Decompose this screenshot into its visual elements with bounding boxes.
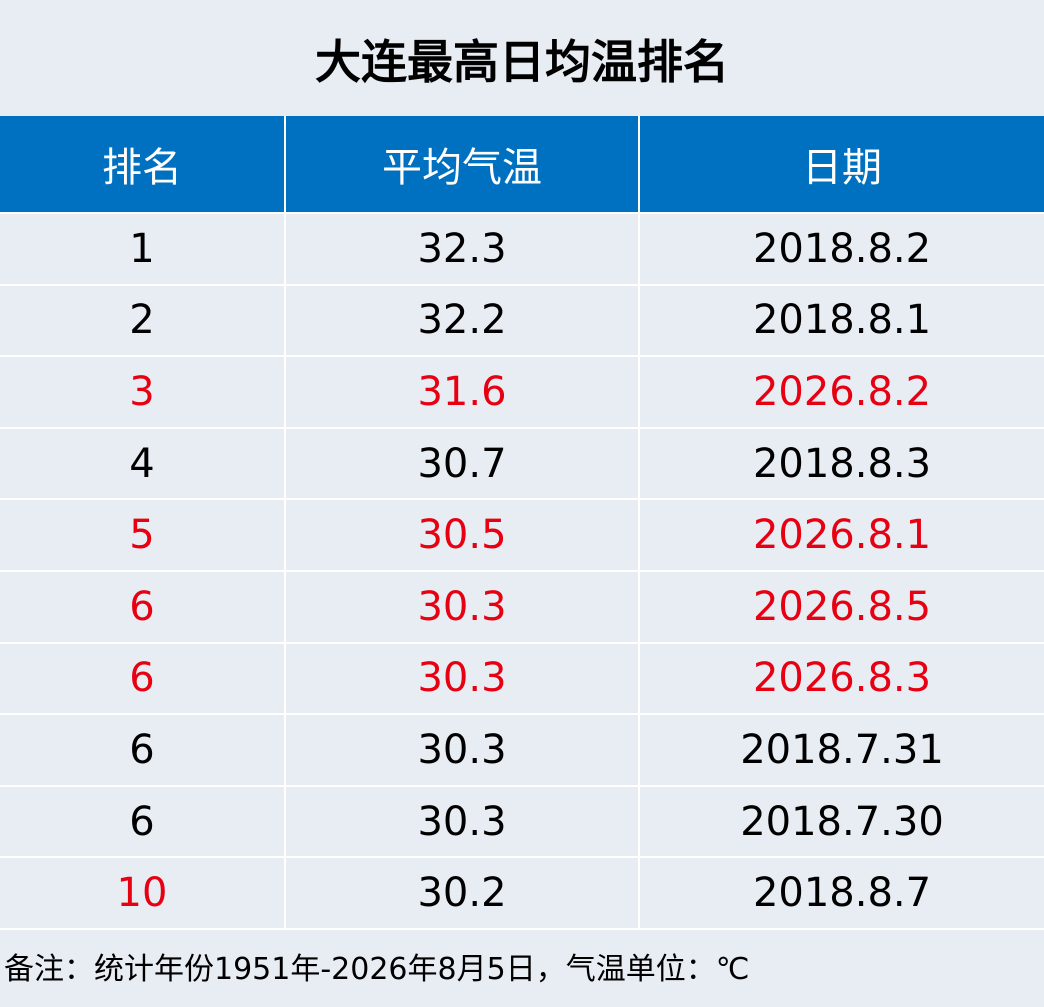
header-cell: 排名 [0,116,286,212]
table-cell: 30.2 [286,858,640,928]
table-cell: 30.5 [286,500,640,570]
table-row: 2 32.2 2018.8.1 [0,285,1044,358]
table-cell: 2026.8.1 [752,512,932,559]
table-row: 6 30.3 2026.8.5 [0,571,1044,644]
table-cell: 6 [0,571,286,642]
table-cell: 1 [0,214,286,284]
table-cell: 6 [0,643,286,714]
table-cell: 32.2 [286,285,640,356]
table-row: 4 30.7 2018.8.3 [0,428,1044,501]
table-cell: 2018.7.31 [740,726,944,773]
table-title: 大连最高日均温排名 [315,35,729,89]
table-row: 1 32.3 2018.8.2 [0,214,1044,286]
table-cell: 2018.8.7 [752,870,932,917]
header-row: 排名 平均气温 日期 [0,116,1044,214]
table-cell: 2026.8.3 [752,655,932,702]
table-cell: 30.3 [286,571,640,642]
table-row: 10 30.2 2018.8.7 [0,858,1044,930]
header-cell: 平均气温 [286,116,640,212]
table-cell: 5 [0,500,286,570]
table-cell: 4 [0,428,286,499]
table-cell: 32.3 [286,214,640,284]
table-cell: 30.7 [286,428,640,499]
table-cell: 6 [0,786,286,857]
table: 排名 平均气温 日期 1 32.3 2018.8.2 2 32.2 2018.8.1 3 31.6 2… [0,116,1044,930]
table-cell: 31.6 [286,357,640,427]
table-row: 6 30.3 2018.7.31 [0,715,1044,787]
table-cell: 3 [0,357,286,427]
table-cell: 2026.8.5 [752,583,932,630]
table-cell: 2018.8.3 [752,440,932,487]
table-cell: 30.3 [286,643,640,714]
table-cell: 2 [0,285,286,356]
table-row: 3 31.6 2026.8.2 [0,357,1044,429]
table-cell: 2026.8.2 [752,368,932,415]
table-cell: 2018.7.30 [740,798,944,845]
footnote: 备注：统计年份1951年-2026年8月5日，气温单位：℃ [4,952,750,987]
table-row: 6 30.3 2018.7.30 [0,786,1044,859]
table-cell: 30.3 [286,786,640,857]
table-cell: 10 [0,858,286,928]
table-cell: 6 [0,715,286,785]
table-cell: 30.3 [286,715,640,785]
header-cell: 日期 [802,145,882,191]
table-row: 5 30.5 2026.8.1 [0,500,1044,572]
table-row: 6 30.3 2026.8.3 [0,643,1044,716]
table-cell: 2018.8.2 [752,225,932,272]
table-cell: 2018.8.1 [752,297,932,344]
